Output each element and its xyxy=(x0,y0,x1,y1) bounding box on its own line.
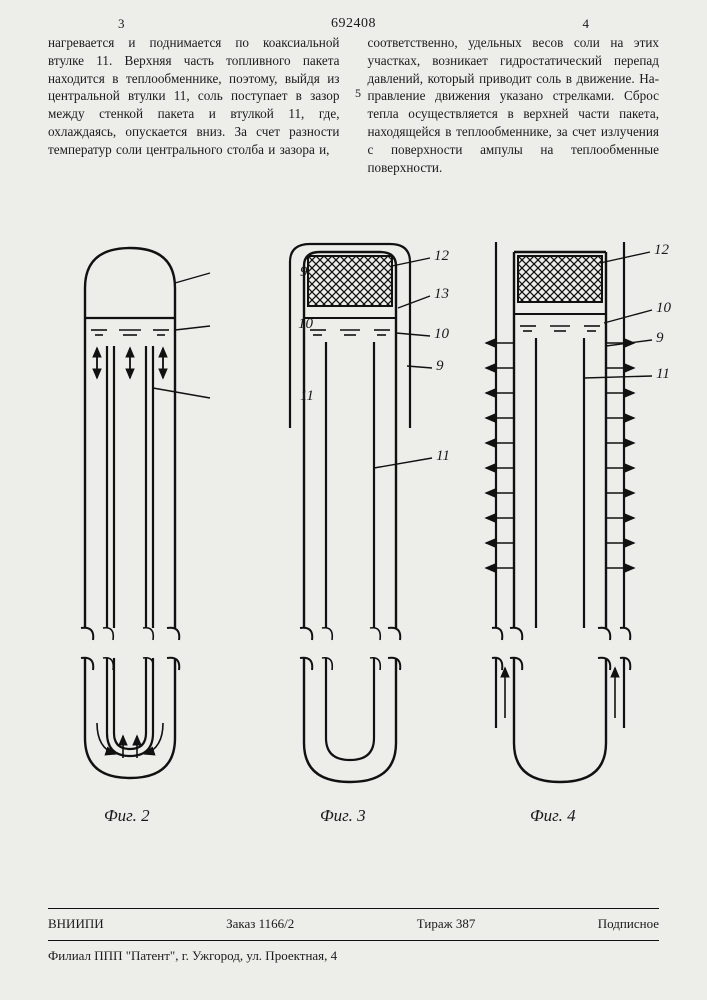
column-left: нагревается и поднимается по коак­сиальн… xyxy=(48,34,340,177)
line-marker-5: 5 xyxy=(355,86,361,101)
footer-row: ВНИИПИ Заказ 1166/2 Тираж 387 Подписное xyxy=(48,916,659,932)
footer-tirazh: Тираж 387 xyxy=(417,916,476,932)
footer-org: ВНИИПИ xyxy=(48,916,104,932)
fig2-caption: Фиг. 2 xyxy=(104,806,150,826)
doc-number: 692408 xyxy=(331,16,376,32)
text-columns: нагревается и поднимается по коак­сиальн… xyxy=(48,34,659,177)
fig2-label-11: 11 xyxy=(300,388,314,405)
fig3-label-10: 10 xyxy=(434,326,449,343)
patent-page: 3 692408 4 нагревается и поднимается по … xyxy=(0,0,707,1000)
fig3-caption: Фиг. 3 xyxy=(320,806,366,826)
figures-area: 9 10 11 12 13 10 9 11 12 10 9 11 Фиг. 2 … xyxy=(0,228,707,848)
footer-sign: Подписное xyxy=(598,916,659,932)
footer-rule-1 xyxy=(48,908,659,909)
figure-2 xyxy=(81,248,179,778)
page-num-left: 3 xyxy=(118,16,125,32)
figure-4 xyxy=(486,242,634,782)
fig2-label-9: 9 xyxy=(300,264,308,281)
footer-rule-2 xyxy=(48,940,659,941)
footer-order: Заказ 1166/2 xyxy=(226,916,294,932)
fig4-label-11: 11 xyxy=(656,366,670,383)
fig4-caption: Фиг. 4 xyxy=(530,806,576,826)
fig3-label-11: 11 xyxy=(436,448,450,465)
page-num-right: 4 xyxy=(583,16,590,32)
footer-address: Филиал ППП "Патент", г. Ужгород, ул. Про… xyxy=(48,948,337,964)
fig3-label-12: 12 xyxy=(434,248,449,265)
fig2-label-10: 10 xyxy=(298,316,313,333)
column-right: соответственно, удельных весов соли на э… xyxy=(368,34,660,177)
figures-svg xyxy=(0,228,707,848)
fig4-label-10: 10 xyxy=(656,300,671,317)
fig3-label-13: 13 xyxy=(434,286,449,303)
fig3-label-9: 9 xyxy=(436,358,444,375)
fig4-label-12: 12 xyxy=(654,242,669,259)
fig4-label-9: 9 xyxy=(656,330,664,347)
